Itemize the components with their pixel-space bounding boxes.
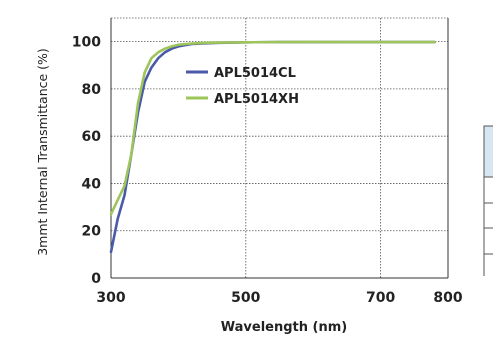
x-axis-label: Wavelength (nm) xyxy=(221,320,347,335)
x-tick-label: 700 xyxy=(366,290,395,306)
partial-table xyxy=(483,125,493,276)
y-tick-label: 20 xyxy=(82,224,102,240)
plot-area: 0 20 40 60 80 100 300 500 700 800 APL5014CL APL5014… xyxy=(72,17,463,306)
x-tick-label: 500 xyxy=(231,290,260,306)
y-tick-label: 0 xyxy=(91,271,101,287)
table-header-cell xyxy=(483,125,493,178)
y-tick-label: 80 xyxy=(82,82,102,98)
y-tick-label: 60 xyxy=(82,129,102,145)
series-line-apl5014xh xyxy=(109,40,436,216)
legend-label: APL5014XH xyxy=(214,92,299,107)
legend-label: APL5014CL xyxy=(214,66,296,81)
y-tick-label: 40 xyxy=(82,176,102,192)
y-tick-label: 100 xyxy=(72,35,101,51)
x-tick-label: 800 xyxy=(433,290,462,306)
y-axis-label: 3mmt Internal Transmittance (%) xyxy=(35,48,50,256)
x-tick-label: 300 xyxy=(96,290,125,306)
